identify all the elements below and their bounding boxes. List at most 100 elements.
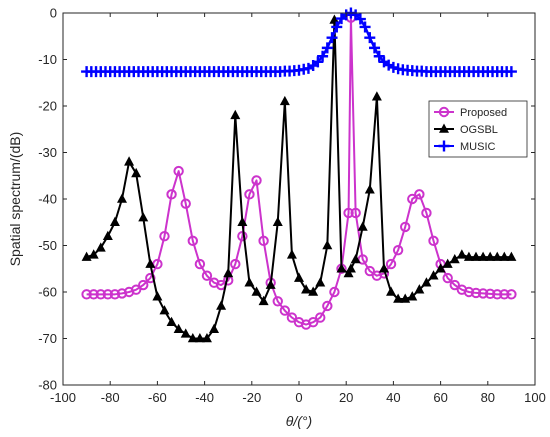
data-point-proposed	[343, 207, 354, 219]
y-tick-label: -70	[38, 331, 57, 346]
data-point-ogsbl	[194, 333, 205, 343]
data-point-proposed	[116, 288, 128, 299]
data-point-ogsbl	[145, 258, 156, 268]
data-point-ogsbl	[152, 291, 163, 301]
legend-label-music: MUSIC	[460, 141, 496, 153]
data-point-proposed	[477, 288, 489, 299]
data-point-proposed	[428, 235, 439, 247]
x-tick-label: 100	[524, 390, 546, 405]
data-point-ogsbl	[294, 272, 304, 282]
x-tick-label: -100	[50, 390, 76, 405]
data-point-proposed	[286, 312, 298, 323]
y-tick-label: 0	[50, 6, 57, 21]
x-axis: -100 -80 -60 -40 -20 0 20 40 60 80 100	[50, 13, 546, 405]
data-point-ogsbl	[251, 286, 262, 296]
data-point-ogsbl	[230, 109, 241, 120]
data-point-proposed	[187, 235, 199, 247]
y-tick-label: -50	[38, 238, 57, 253]
data-point-ogsbl	[336, 263, 347, 273]
data-point-ogsbl	[131, 167, 142, 178]
data-point-music	[331, 21, 343, 33]
legend-marker-proposed	[438, 106, 450, 118]
data-point-proposed	[173, 165, 184, 177]
data-point-ogsbl	[308, 286, 319, 296]
data-point-ogsbl	[237, 216, 248, 227]
data-point-ogsbl	[393, 293, 404, 303]
data-point-ogsbl	[124, 156, 135, 166]
data-point-ogsbl	[449, 253, 460, 264]
series-proposed	[81, 12, 517, 330]
data-point-ogsbl	[506, 251, 517, 261]
x-tick-label: 40	[386, 390, 400, 405]
data-point-ogsbl	[109, 216, 120, 227]
data-point-ogsbl	[478, 251, 489, 261]
x-axis-label: θ/(°)	[286, 413, 312, 429]
data-point-ogsbl	[350, 253, 361, 264]
y-tick-label: -20	[38, 99, 57, 114]
data-point-ogsbl	[88, 249, 99, 259]
data-point-proposed	[414, 189, 425, 200]
data-point-proposed	[499, 289, 510, 300]
data-point-music	[364, 32, 376, 44]
data-point-music	[354, 13, 366, 25]
data-point-ogsbl	[471, 251, 481, 261]
data-point-proposed	[470, 287, 482, 299]
x-tick-label: 80	[481, 390, 495, 405]
data-point-proposed	[385, 258, 397, 270]
data-point-proposed	[484, 288, 496, 300]
data-point-proposed	[88, 289, 99, 300]
legend-marker-ogsbl	[439, 123, 449, 133]
data-point-ogsbl	[345, 263, 356, 273]
y-axis-label: Spatial spectrum/(dB)	[7, 132, 23, 267]
y-tick-label: -10	[38, 52, 57, 67]
data-point-proposed	[421, 207, 432, 219]
data-point-proposed	[230, 258, 241, 270]
data-point-proposed	[244, 189, 255, 200]
data-point-proposed	[350, 207, 361, 219]
x-tick-label: -40	[195, 390, 214, 405]
data-point-proposed	[463, 286, 475, 298]
data-point-proposed	[307, 317, 319, 328]
data-point-ogsbl	[180, 328, 191, 338]
data-point-proposed	[329, 286, 340, 298]
data-point-ogsbl	[364, 184, 375, 194]
data-point-proposed	[166, 189, 177, 200]
data-point-ogsbl	[499, 251, 510, 261]
data-point-ogsbl	[173, 323, 184, 333]
data-point-proposed	[364, 265, 375, 277]
data-point-proposed	[392, 244, 404, 256]
data-point-ogsbl	[315, 277, 326, 287]
y-axis: 0 -10 -20 -30 -40 -50 -60 -70 -80	[38, 6, 535, 393]
data-point-ogsbl	[216, 300, 227, 310]
legend-label-proposed: Proposed	[460, 107, 507, 119]
data-point-proposed	[130, 284, 142, 295]
y-tick-label: -40	[38, 192, 57, 207]
data-point-ogsbl	[442, 258, 453, 268]
data-point-ogsbl	[95, 242, 106, 252]
data-point-proposed	[194, 258, 206, 270]
data-point-music	[373, 50, 385, 62]
data-point-proposed	[81, 289, 92, 300]
data-point-ogsbl	[187, 333, 198, 343]
data-point-proposed	[180, 198, 191, 209]
data-point-ogsbl	[138, 212, 149, 222]
data-point-proposed	[95, 289, 106, 300]
data-point-proposed	[449, 279, 460, 291]
x-tick-label: 60	[433, 390, 447, 405]
data-point-ogsbl	[378, 263, 389, 273]
data-point-proposed	[506, 289, 517, 300]
data-point-proposed	[407, 193, 418, 205]
data-point-proposed	[272, 296, 283, 307]
x-tick-label: -60	[148, 390, 167, 405]
data-point-ogsbl	[322, 240, 333, 250]
data-point-ogsbl	[244, 277, 255, 287]
data-point-ogsbl	[463, 251, 474, 261]
data-point-music	[326, 32, 338, 44]
data-point-ogsbl	[223, 267, 234, 278]
data-point-proposed	[201, 270, 213, 281]
data-point-ogsbl	[371, 91, 382, 101]
data-point-ogsbl	[435, 263, 446, 273]
data-point-proposed	[322, 300, 333, 312]
y-tick-label: -80	[38, 378, 57, 393]
